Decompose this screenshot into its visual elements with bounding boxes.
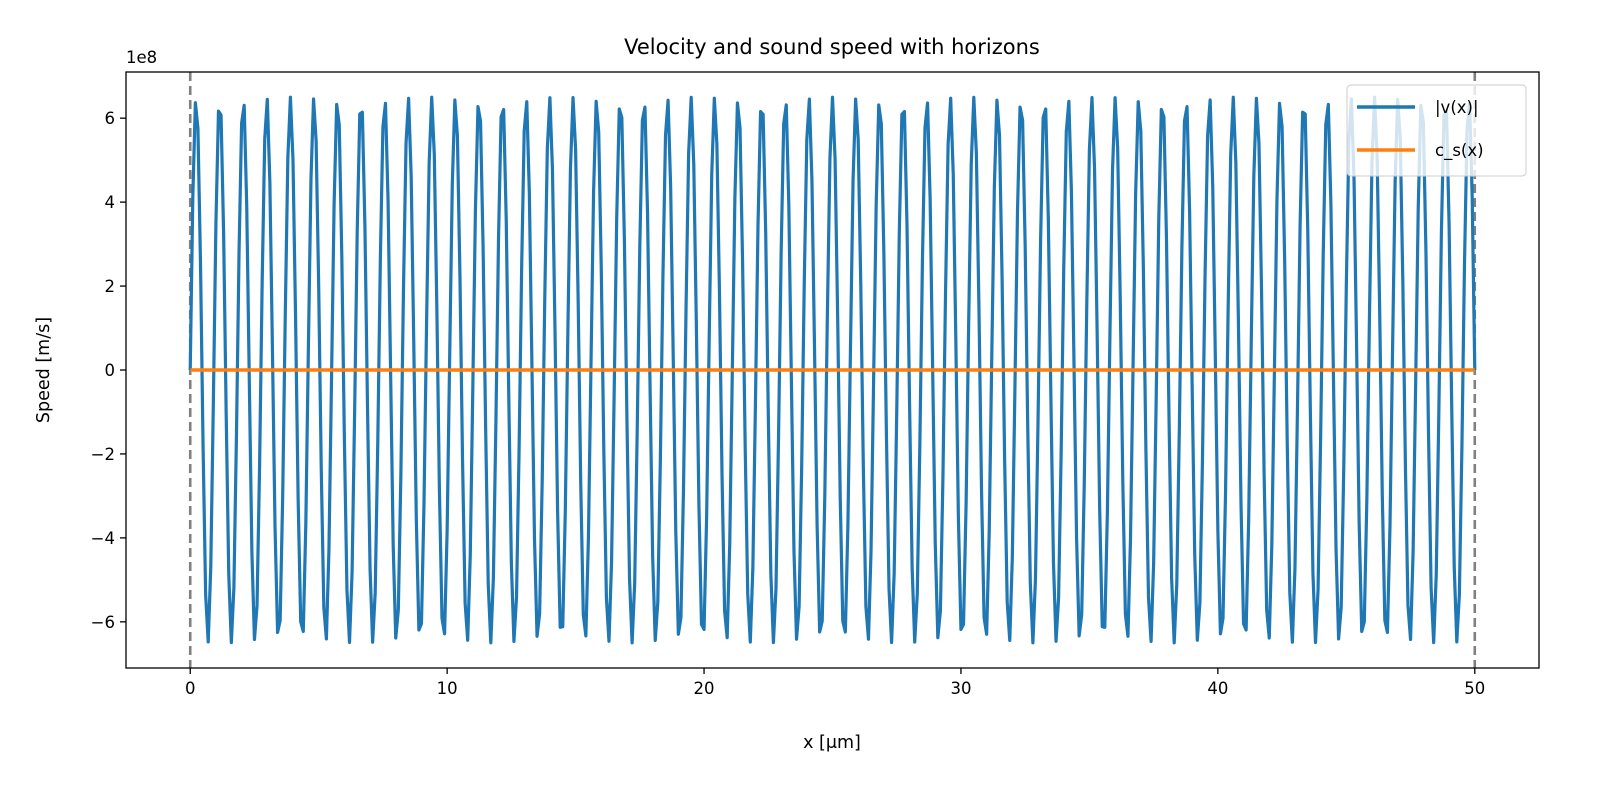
y-axis: −6 −4 −2 0 2 4 6 <box>91 109 126 632</box>
legend-label-sound-speed: c_s(x) <box>1435 141 1484 161</box>
x-tick-label: 50 <box>1464 679 1485 698</box>
y-axis-label: Speed [m/s] <box>34 317 54 423</box>
x-axis-label: x [μm] <box>803 733 861 753</box>
x-axis: 0 10 20 30 40 50 <box>185 668 1485 698</box>
y-tick-label: 2 <box>105 277 116 296</box>
legend: |v(x)| c_s(x) <box>1346 84 1527 177</box>
y-offset-label: 1e8 <box>126 48 157 67</box>
y-tick-label: −6 <box>91 613 115 632</box>
y-tick-label: 6 <box>105 109 116 128</box>
x-tick-label: 20 <box>694 679 715 698</box>
y-tick-label: −2 <box>91 445 115 464</box>
y-tick-label: 4 <box>105 193 116 212</box>
x-tick-label: 40 <box>1207 679 1228 698</box>
x-tick-label: 10 <box>437 679 458 698</box>
y-tick-label: 0 <box>105 361 116 380</box>
x-tick-label: 30 <box>950 679 971 698</box>
chart-title: Velocity and sound speed with horizons <box>624 35 1040 59</box>
legend-label-velocity: |v(x)| <box>1435 98 1479 117</box>
y-tick-label: −4 <box>91 529 115 548</box>
x-tick-label: 0 <box>185 679 196 698</box>
series-velocity-line <box>188 95 1477 645</box>
